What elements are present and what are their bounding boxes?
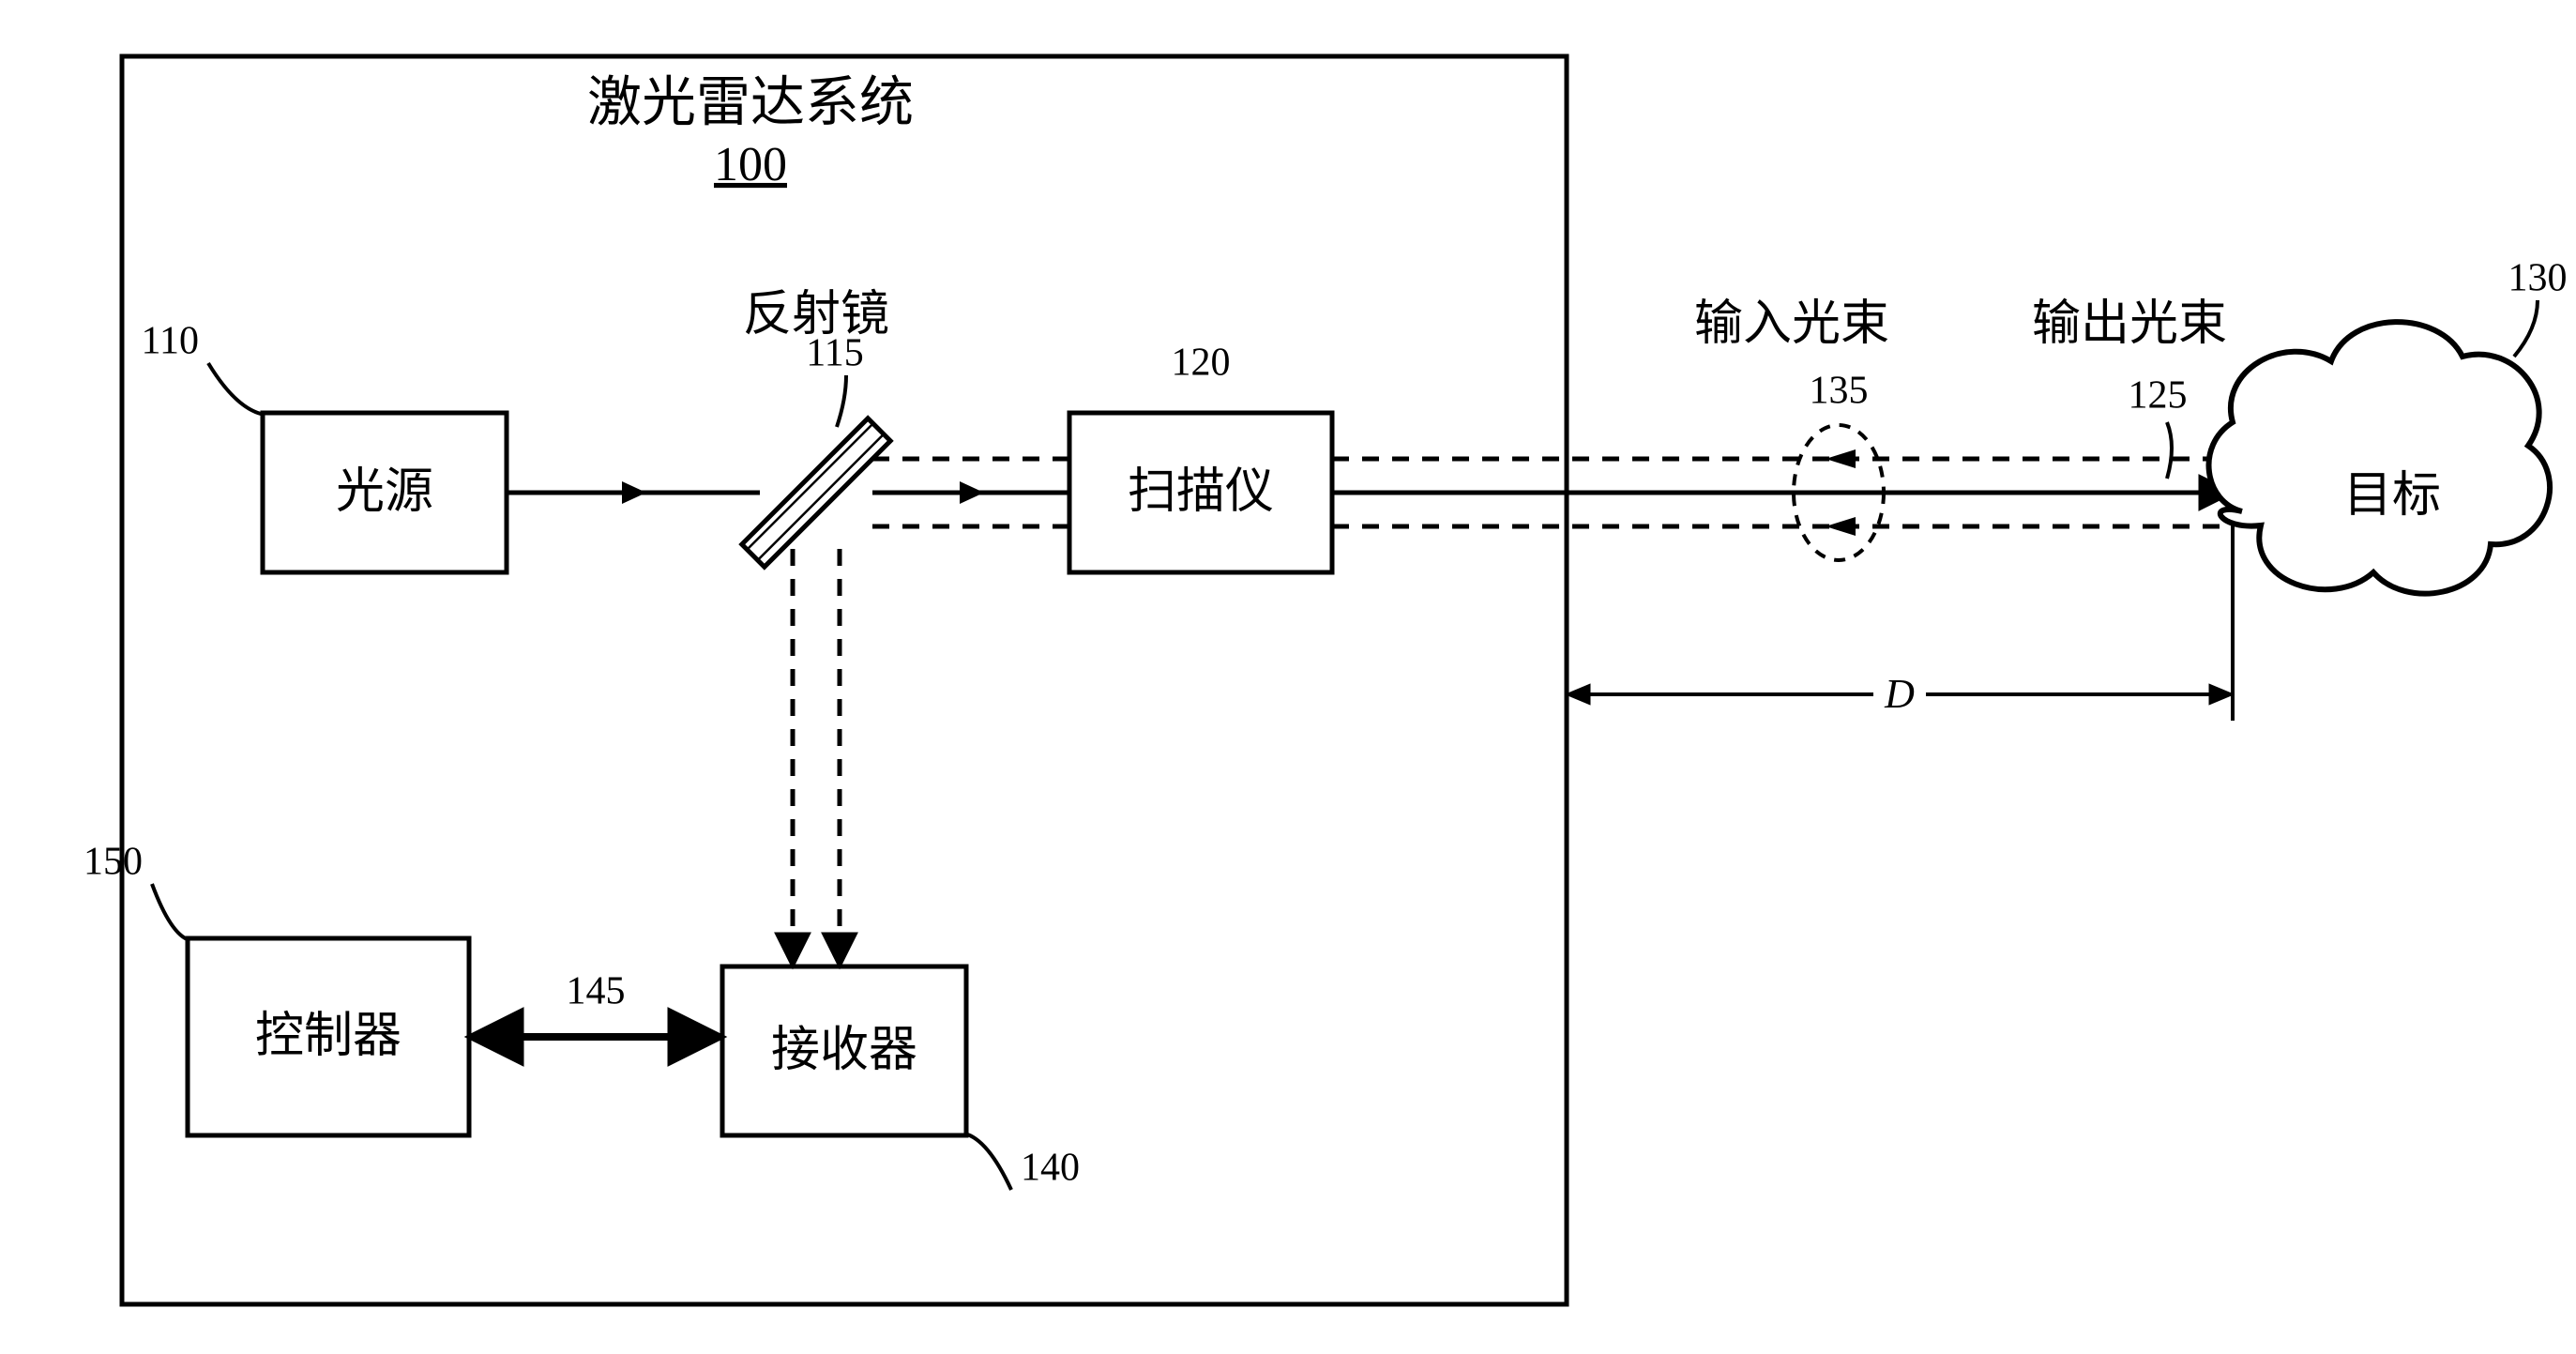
ref-130: 130: [2508, 257, 2568, 300]
arrowhead: [1826, 449, 1856, 468]
target-cloud: [2209, 322, 2550, 593]
ref-135: 135: [1810, 370, 1869, 413]
ref-150-leader: [152, 884, 189, 940]
output-beam-label: 输出光束: [2032, 297, 2227, 351]
arrowhead: [1826, 517, 1856, 536]
mirror: [742, 418, 890, 567]
ref-140-leader: [964, 1133, 1011, 1190]
arrowhead: [960, 481, 984, 504]
ref-115: 115: [806, 332, 863, 375]
ref-140: 140: [1021, 1147, 1080, 1190]
ref-130-leader: [2514, 300, 2538, 357]
ref-110-leader: [208, 363, 265, 415]
receiver-label: 接收器: [771, 1024, 917, 1077]
arrowhead: [622, 481, 646, 504]
ref-120: 120: [1172, 342, 1231, 385]
ref-125-leader: [2167, 422, 2172, 479]
target-label: 目标: [2343, 469, 2441, 523]
system-ref: 100: [714, 138, 787, 191]
scanner-label: 扫描仪: [1128, 465, 1274, 519]
ref-115-leader: [837, 375, 846, 427]
distance-label: D: [1884, 671, 1915, 717]
lidar-block-diagram: 激光雷达系统100光源110扫描仪120接收器140控制器150反射镜115输入…: [0, 0, 2576, 1354]
ref-110: 110: [142, 320, 199, 363]
ref-125: 125: [2129, 374, 2188, 418]
input-beam-label: 输入光束: [1694, 297, 1889, 351]
controller-label: 控制器: [255, 1010, 402, 1063]
light_source-label: 光源: [336, 465, 433, 519]
ref-145: 145: [567, 970, 626, 1013]
ref-150: 150: [83, 841, 143, 884]
system-title: 激光雷达系统: [587, 71, 914, 132]
